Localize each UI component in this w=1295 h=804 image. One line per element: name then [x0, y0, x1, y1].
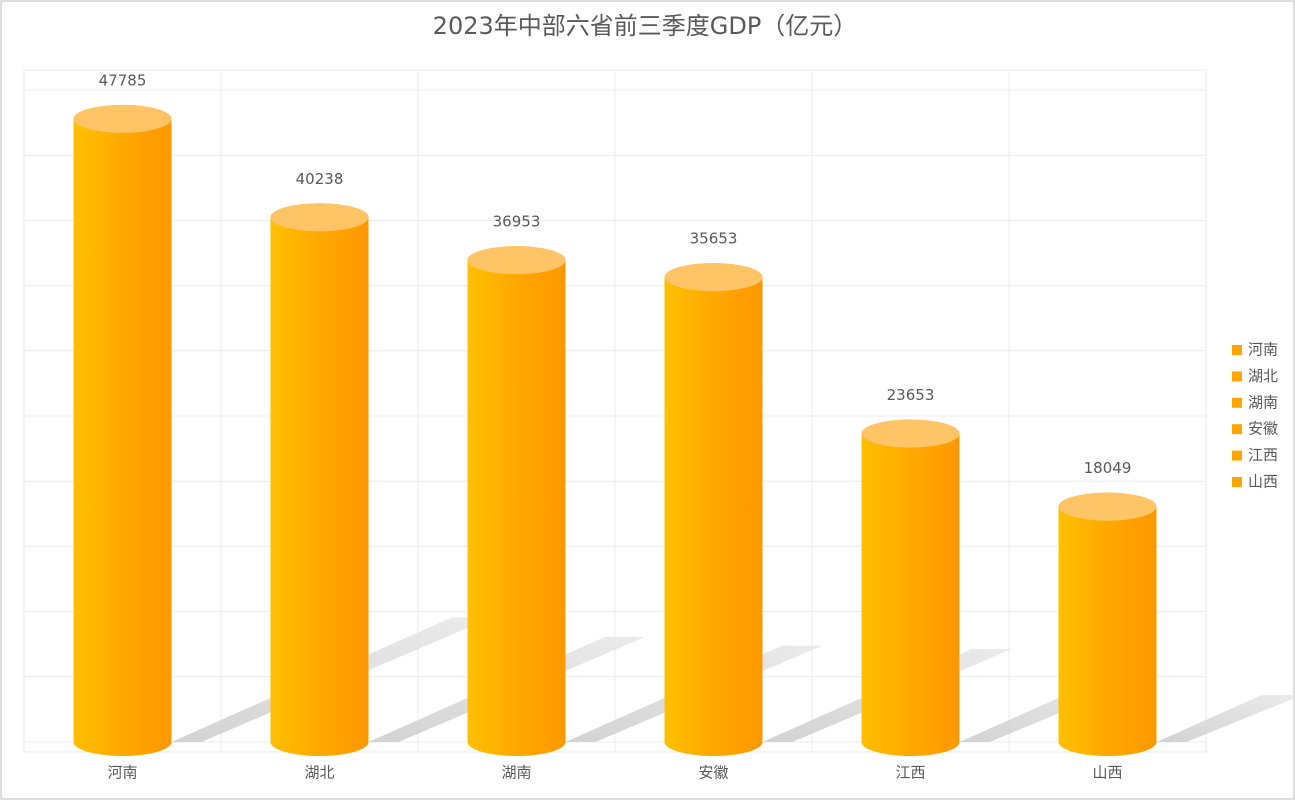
cylinder [468, 246, 566, 756]
cylinder [862, 420, 960, 756]
legend-label: 山西 [1248, 473, 1278, 491]
cylinder-top [74, 105, 172, 133]
legend-swatch [1232, 345, 1242, 355]
legend-label: 湖北 [1248, 367, 1278, 385]
cylinder [74, 105, 172, 756]
x-tick-label: 湖北 [304, 764, 334, 782]
legend-swatch [1232, 398, 1242, 408]
cylinder-top [271, 203, 369, 231]
data-label: 36953 [493, 213, 541, 231]
legend-label: 湖南 [1248, 393, 1278, 411]
legend-label: 河南 [1248, 341, 1278, 359]
data-label: 23653 [887, 386, 935, 404]
x-tick-label: 湖南 [501, 764, 531, 782]
x-tick-label: 江西 [895, 764, 925, 782]
legend-swatch [1232, 451, 1242, 461]
cylinder [665, 263, 763, 756]
cylinder-top [468, 246, 566, 274]
data-label: 35653 [690, 230, 738, 248]
legend-swatch [1232, 371, 1242, 381]
cylinder-top [862, 420, 960, 448]
data-label: 40238 [296, 170, 344, 188]
cylinder-top [1059, 493, 1157, 521]
x-tick-label: 山西 [1092, 764, 1122, 782]
x-tick-label: 河南 [107, 764, 137, 782]
chart-title: 2023年中部六省前三季度GDP（亿元） [433, 12, 858, 40]
x-tick-label: 安徽 [698, 764, 728, 782]
data-label: 18049 [1084, 459, 1132, 477]
legend-swatch [1232, 424, 1242, 434]
legend-swatch [1232, 477, 1242, 487]
cylinder-top [665, 263, 763, 291]
cylinder [271, 203, 369, 756]
data-label: 47785 [99, 71, 147, 89]
cylinder [1059, 493, 1157, 756]
legend-label: 江西 [1248, 446, 1278, 464]
legend-label: 安徽 [1248, 420, 1278, 438]
